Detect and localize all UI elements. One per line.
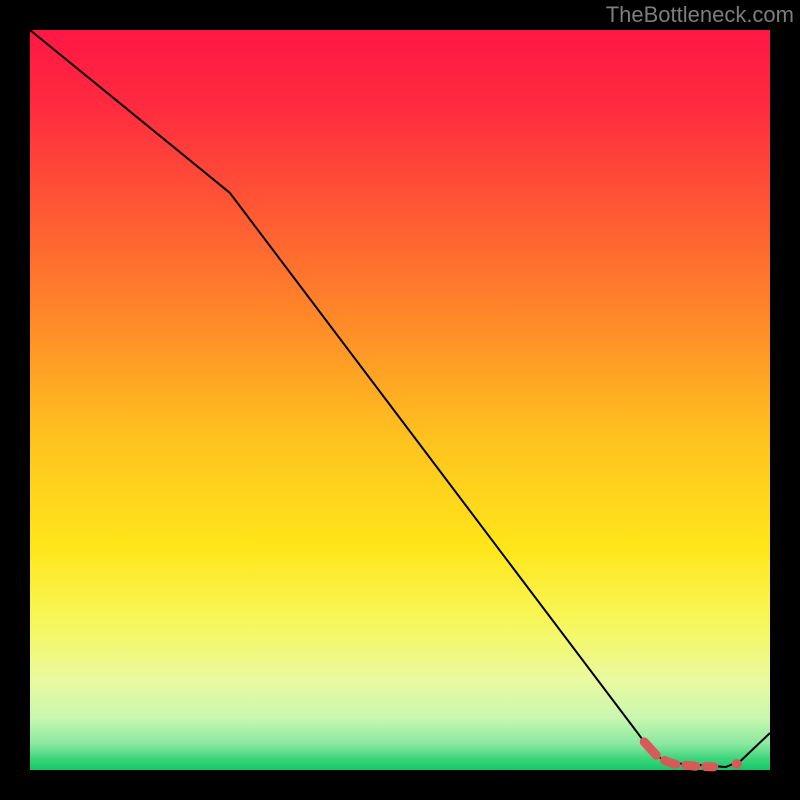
chart-svg bbox=[0, 0, 800, 800]
chart-stage: TheBottleneck.com bbox=[0, 0, 800, 800]
plot-background bbox=[30, 30, 770, 770]
highlight-end-dot bbox=[732, 759, 742, 769]
